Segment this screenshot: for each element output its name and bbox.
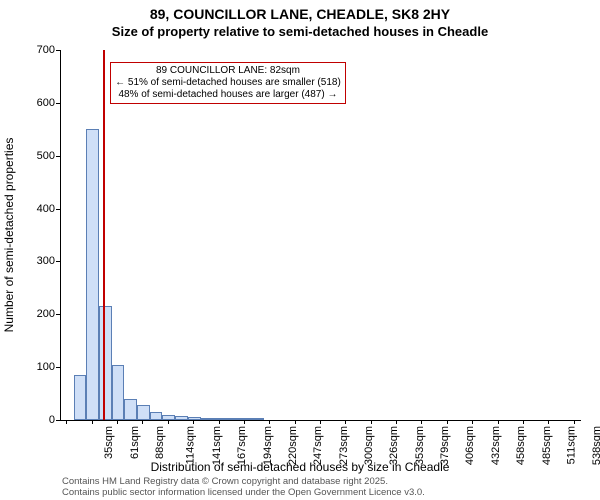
- annotation-line-3: 48% of semi-detached houses are larger (…: [115, 89, 341, 101]
- x-tick-mark: [447, 420, 448, 424]
- x-tick-mark: [371, 420, 372, 424]
- y-tick-mark: [56, 50, 60, 51]
- bar: [112, 365, 125, 421]
- x-axis-label: Distribution of semi-detached houses by …: [0, 460, 600, 474]
- y-tick-mark: [56, 156, 60, 157]
- bar: [137, 405, 150, 420]
- x-tick-mark: [295, 420, 296, 424]
- x-tick-mark: [193, 420, 194, 424]
- y-axis-label: Number of semi-detached properties: [2, 40, 16, 235]
- x-tick-mark: [168, 420, 169, 424]
- bar: [74, 375, 87, 420]
- annotation-line-1: 89 COUNCILLOR LANE: 82sqm: [115, 65, 341, 77]
- y-tick-mark: [56, 367, 60, 368]
- x-tick-mark: [142, 420, 143, 424]
- title-line-1: 89, COUNCILLOR LANE, CHEADLE, SK8 2HY: [0, 6, 600, 22]
- x-tick-label: 61sqm: [129, 426, 141, 459]
- x-tick-mark: [269, 420, 270, 424]
- x-tick-mark: [320, 420, 321, 424]
- y-tick-label: 400: [15, 203, 55, 215]
- x-tick-mark: [574, 420, 575, 424]
- x-tick-label: 114sqm: [185, 426, 197, 464]
- y-tick-mark: [56, 261, 60, 262]
- bar: [251, 418, 264, 420]
- footer-attribution: Contains HM Land Registry data © Crown c…: [62, 476, 425, 498]
- x-tick-mark: [498, 420, 499, 424]
- bar: [226, 418, 239, 420]
- y-tick-label: 200: [15, 308, 55, 320]
- footer-line-1: Contains HM Land Registry data © Crown c…: [62, 476, 425, 487]
- x-tick-mark: [421, 420, 422, 424]
- x-tick-mark: [219, 420, 220, 424]
- x-tick-mark: [472, 420, 473, 424]
- bar: [175, 416, 188, 420]
- annotation-box: 89 COUNCILLOR LANE: 82sqm ← 51% of semi-…: [110, 62, 346, 104]
- bar: [150, 412, 163, 420]
- x-tick-mark: [396, 420, 397, 424]
- footer-line-2: Contains public sector information licen…: [62, 487, 425, 498]
- plot-area: 89 COUNCILLOR LANE: 82sqm ← 51% of semi-…: [60, 50, 581, 421]
- y-tick-label: 700: [15, 44, 55, 56]
- x-tick-mark: [523, 420, 524, 424]
- bar: [201, 418, 214, 420]
- x-tick-mark: [117, 420, 118, 424]
- y-tick-label: 500: [15, 150, 55, 162]
- y-tick-mark: [56, 209, 60, 210]
- y-tick-label: 300: [15, 255, 55, 267]
- x-tick-label: 35sqm: [103, 426, 115, 459]
- x-tick-mark: [92, 420, 93, 424]
- bar: [124, 399, 137, 420]
- x-tick-mark: [66, 420, 67, 424]
- chart-container: 89, COUNCILLOR LANE, CHEADLE, SK8 2HY Si…: [0, 0, 600, 500]
- bar: [99, 306, 112, 420]
- y-tick-label: 100: [15, 361, 55, 373]
- x-tick-mark: [548, 420, 549, 424]
- x-tick-label: 88sqm: [154, 426, 166, 459]
- y-tick-mark: [56, 314, 60, 315]
- x-tick-label: 511sqm: [565, 426, 577, 464]
- x-tick-mark: [244, 420, 245, 424]
- y-tick-mark: [56, 103, 60, 104]
- y-tick-label: 0: [15, 414, 55, 426]
- bar: [86, 129, 99, 420]
- y-tick-mark: [56, 420, 60, 421]
- annotation-line-2: ← 51% of semi-detached houses are smalle…: [115, 77, 341, 89]
- bar: [188, 417, 201, 420]
- reference-line: [103, 50, 105, 420]
- x-tick-mark: [345, 420, 346, 424]
- bars-group: [61, 50, 581, 420]
- y-tick-label: 600: [15, 97, 55, 109]
- title-line-2: Size of property relative to semi-detach…: [0, 24, 600, 39]
